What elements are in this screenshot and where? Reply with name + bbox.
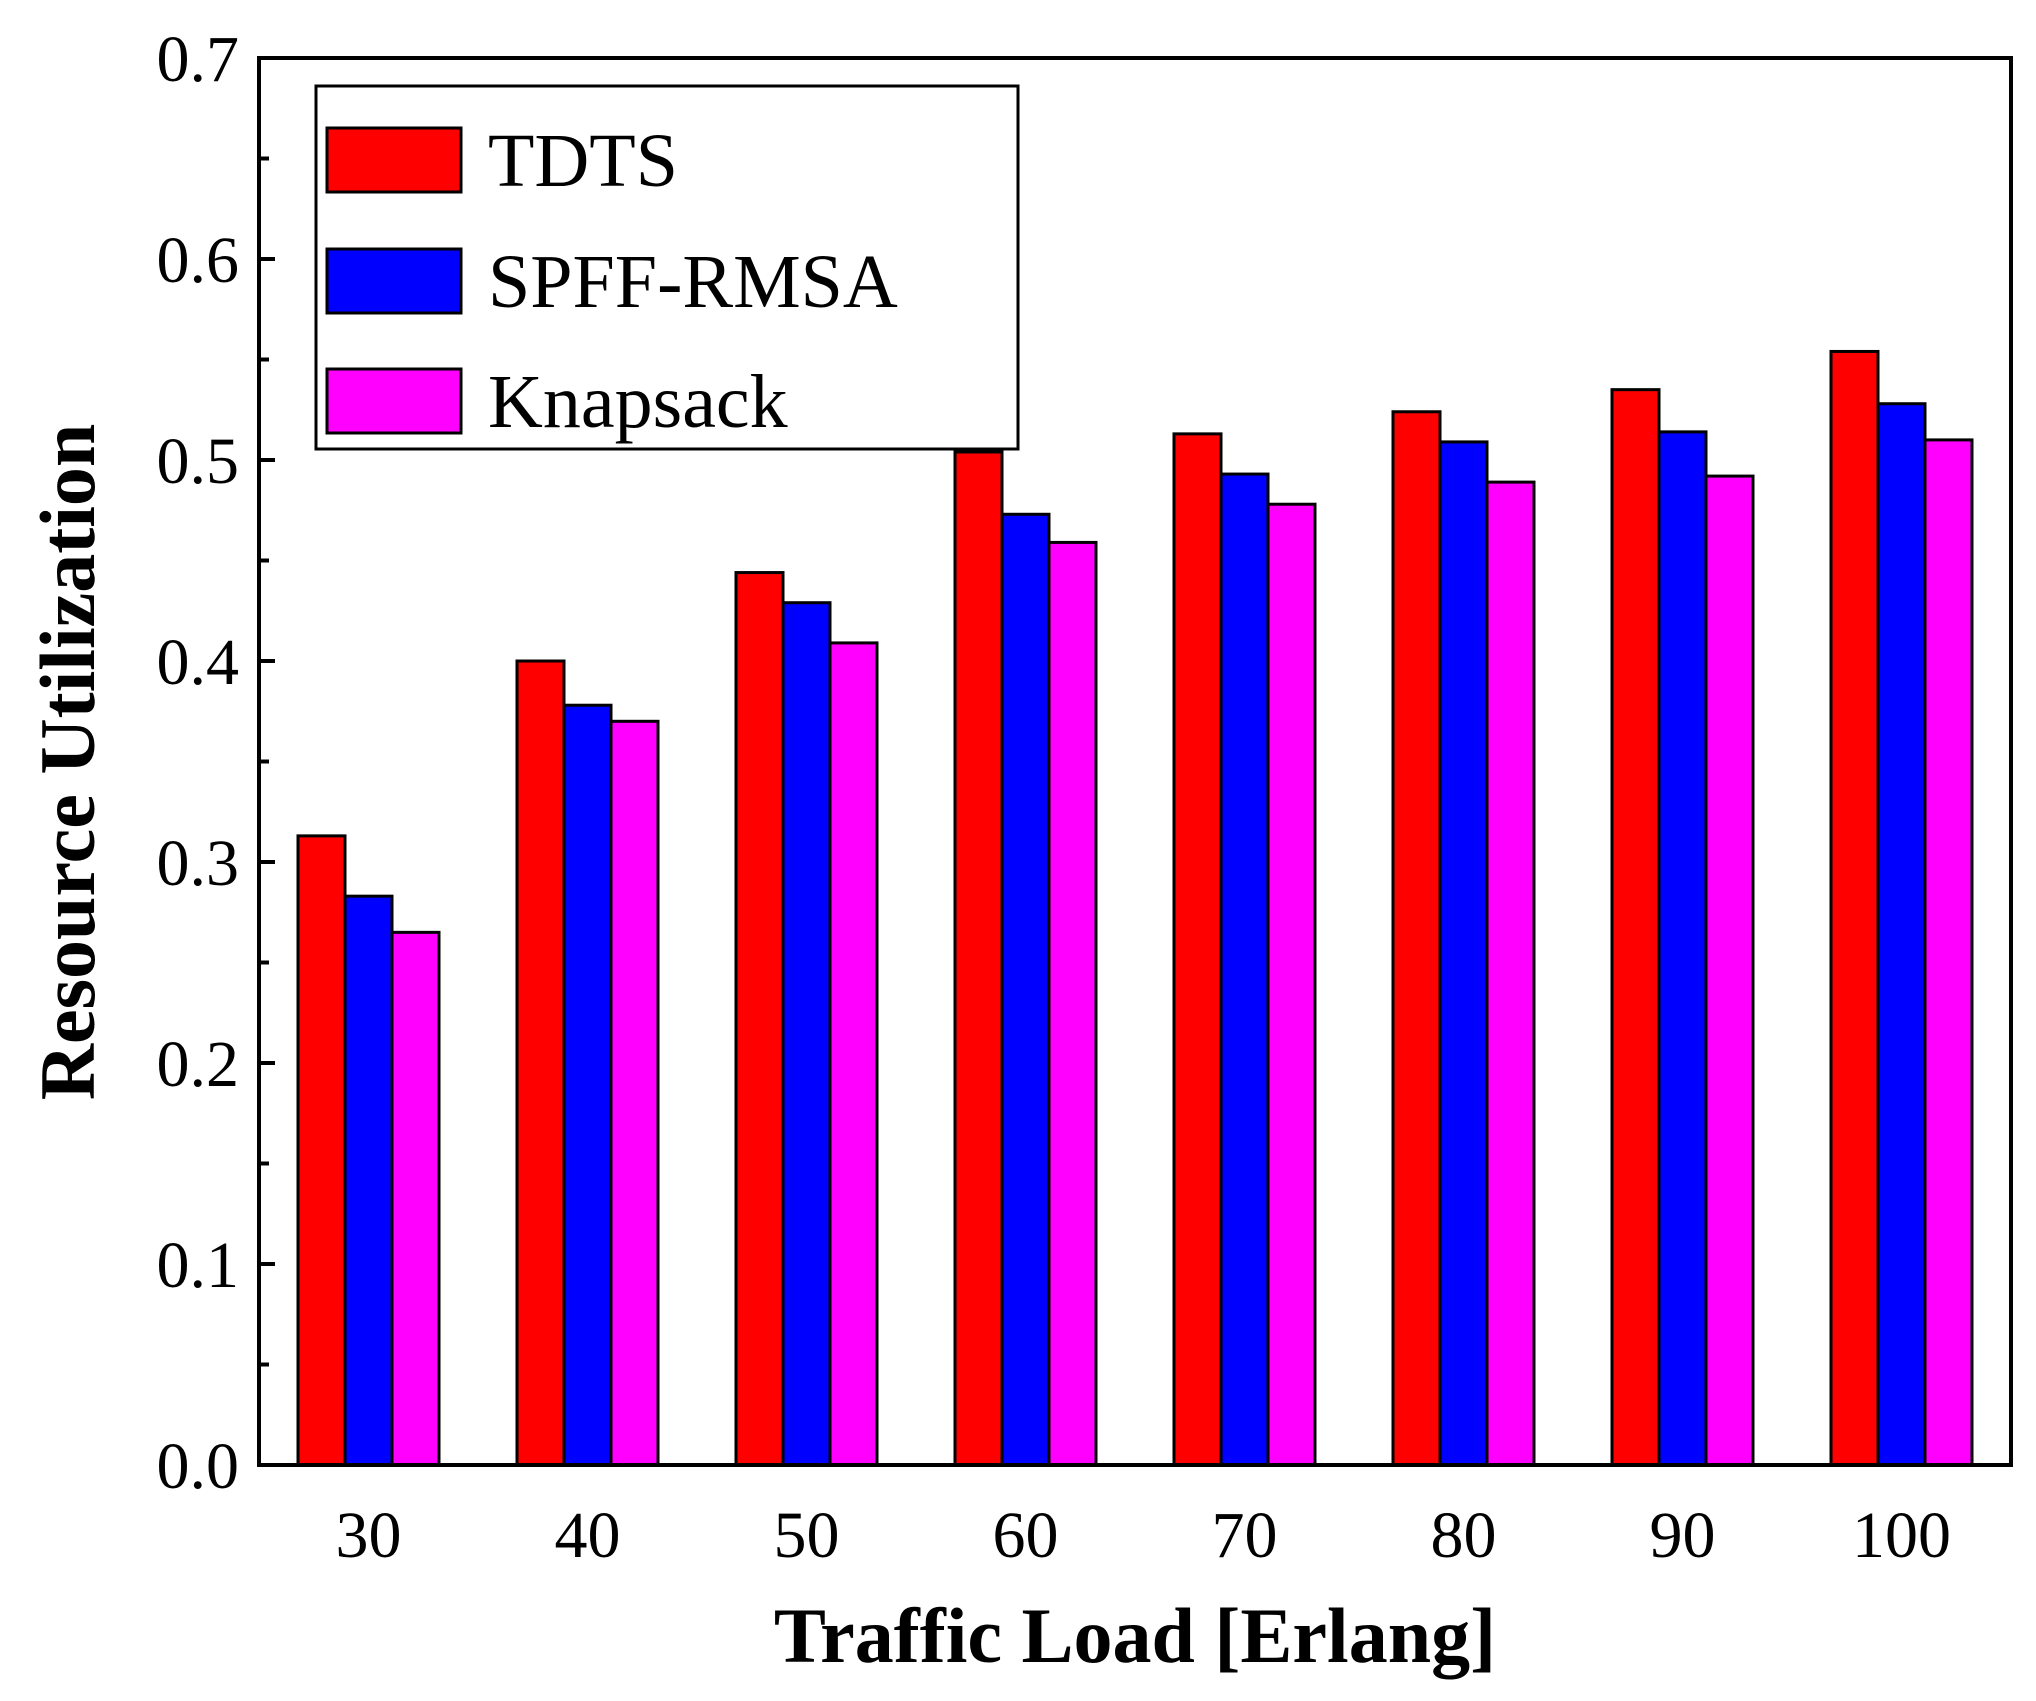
bar-spff-rmsa-50 [781,601,832,1467]
bar-spff-rmsa-70 [1219,472,1270,1467]
legend-swatch-knapsack [325,367,463,435]
legend: TDTS SPFF-RMSA Knapsack [314,84,1020,451]
bar-knapsack-90 [1704,474,1755,1467]
y-axis-title: Resource Utilization [24,424,111,1101]
y-tick-label: 0.3 [157,827,240,900]
bar-knapsack-70 [1266,502,1317,1467]
x-axis-title: Traffic Load [Erlang] [774,1592,1496,1679]
bar-knapsack-50 [828,641,879,1467]
bar-tdts-30 [296,834,347,1467]
x-tick-label: 70 [1212,1499,1278,1572]
legend-swatch-tdts [325,126,463,194]
bar-knapsack-100 [1923,438,1974,1467]
legend-label-spff-rmsa: SPFF-RMSA [488,240,898,324]
x-tick-label: 100 [1852,1499,1951,1572]
x-tick-label: 30 [336,1499,402,1572]
x-tick-label: 80 [1431,1499,1497,1572]
bar-knapsack-60 [1047,540,1098,1467]
y-tick-label: 0.0 [157,1430,240,1503]
x-tick-label: 60 [993,1499,1059,1572]
bar-spff-rmsa-80 [1438,440,1489,1467]
bar-tdts-80 [1391,410,1442,1467]
y-tick-label: 0.2 [157,1028,240,1101]
bar-tdts-90 [1610,388,1661,1467]
bars-layer [296,349,1974,1467]
bar-spff-rmsa-40 [562,703,613,1467]
legend-label-knapsack: Knapsack [488,360,788,444]
bar-tdts-40 [515,659,566,1467]
y-tick-label: 0.1 [157,1229,240,1302]
bar-knapsack-30 [390,930,441,1467]
bar-tdts-50 [734,571,785,1467]
bar-spff-rmsa-90 [1657,430,1708,1467]
bar-tdts-60 [953,450,1004,1467]
bar-spff-rmsa-60 [1000,512,1051,1467]
bar-knapsack-80 [1485,480,1536,1467]
x-tick-label: 50 [774,1499,840,1572]
y-tick-label: 0.6 [157,224,240,297]
y-tick-label: 0.4 [157,626,240,699]
x-tick-label: 40 [555,1499,621,1572]
legend-swatch-spff-rmsa [325,247,463,315]
labels-layer: 30 40 50 60 70 80 90 100 0.0 0.1 0.2 0.3 0.4 0.5 0.6 0.… [157,23,1952,1572]
x-tick-label: 90 [1650,1499,1716,1572]
bar-knapsack-40 [609,719,660,1467]
y-tick-label: 0.7 [157,23,240,96]
bar-spff-rmsa-30 [343,894,394,1467]
bar-tdts-70 [1172,432,1223,1467]
bar-spff-rmsa-100 [1876,402,1927,1467]
legend-label-tdts: TDTS [488,119,678,203]
ticks-layer [259,56,275,1467]
y-tick-label: 0.5 [157,425,240,498]
bar-tdts-100 [1829,349,1880,1467]
